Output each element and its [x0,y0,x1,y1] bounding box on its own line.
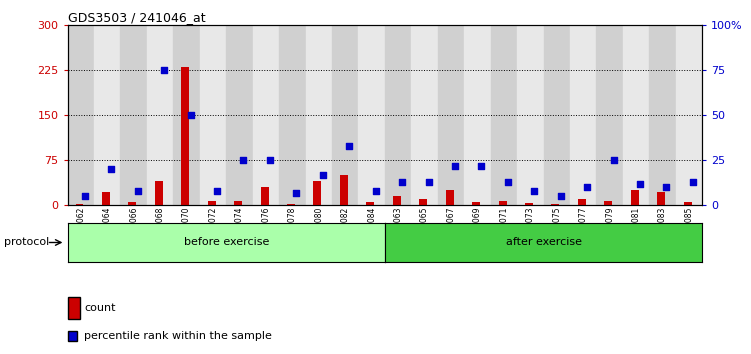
Point [317,172,329,177]
Point [264,157,276,163]
Bar [650,25,676,205]
Bar [419,199,427,205]
Bar [173,25,200,205]
Bar [358,25,385,205]
Bar [332,25,358,205]
Bar [155,181,163,205]
Point [528,188,540,194]
Point [237,157,249,163]
Bar [412,25,438,205]
Bar [499,200,506,205]
Bar [313,181,321,205]
Point [291,190,303,195]
Bar [147,25,173,205]
Point [343,143,355,149]
Point [369,188,382,194]
Bar [208,200,216,205]
Bar [234,201,242,205]
Point [608,157,620,163]
Bar [570,25,596,205]
Bar [578,199,586,205]
Text: GDS3503 / 241046_at: GDS3503 / 241046_at [68,11,205,24]
Bar [306,25,332,205]
Bar [226,25,252,205]
Bar [472,202,480,205]
Bar [631,190,638,205]
Bar [623,25,650,205]
Text: protocol: protocol [4,238,49,247]
Bar [393,196,401,205]
Bar [366,202,374,205]
Bar [464,25,490,205]
Point [131,188,143,194]
Bar [490,25,517,205]
Point [660,184,672,190]
Point [449,163,461,169]
Bar [181,67,189,205]
Point [79,193,91,199]
Bar [544,25,570,205]
Point [105,166,117,172]
Bar [596,25,623,205]
Bar [657,192,665,205]
Point [158,67,170,73]
Bar [676,25,702,205]
Bar [525,203,533,205]
Bar [120,25,147,205]
Bar [340,175,348,205]
Bar [68,25,94,205]
Bar [551,204,559,205]
Bar [605,200,612,205]
Point [634,181,646,187]
Bar [287,204,295,205]
Point [211,188,223,194]
Bar [683,202,692,205]
Bar [102,192,110,205]
Bar [438,25,464,205]
Text: percentile rank within the sample: percentile rank within the sample [84,331,272,341]
Point [555,193,567,199]
Text: count: count [84,303,116,313]
Bar [517,25,544,205]
Bar [128,202,137,205]
Point [423,179,435,185]
Point [581,184,593,190]
Text: after exercise: after exercise [505,238,581,247]
Bar [252,25,279,205]
Bar [385,25,412,205]
Point [185,112,197,118]
Bar [94,25,120,205]
Point [502,179,514,185]
Point [475,163,487,169]
Bar [261,187,269,205]
Bar [445,190,454,205]
Text: before exercise: before exercise [183,238,269,247]
Bar [200,25,226,205]
Point [687,179,699,185]
Point [396,179,408,185]
Bar [76,204,83,205]
Bar [279,25,306,205]
